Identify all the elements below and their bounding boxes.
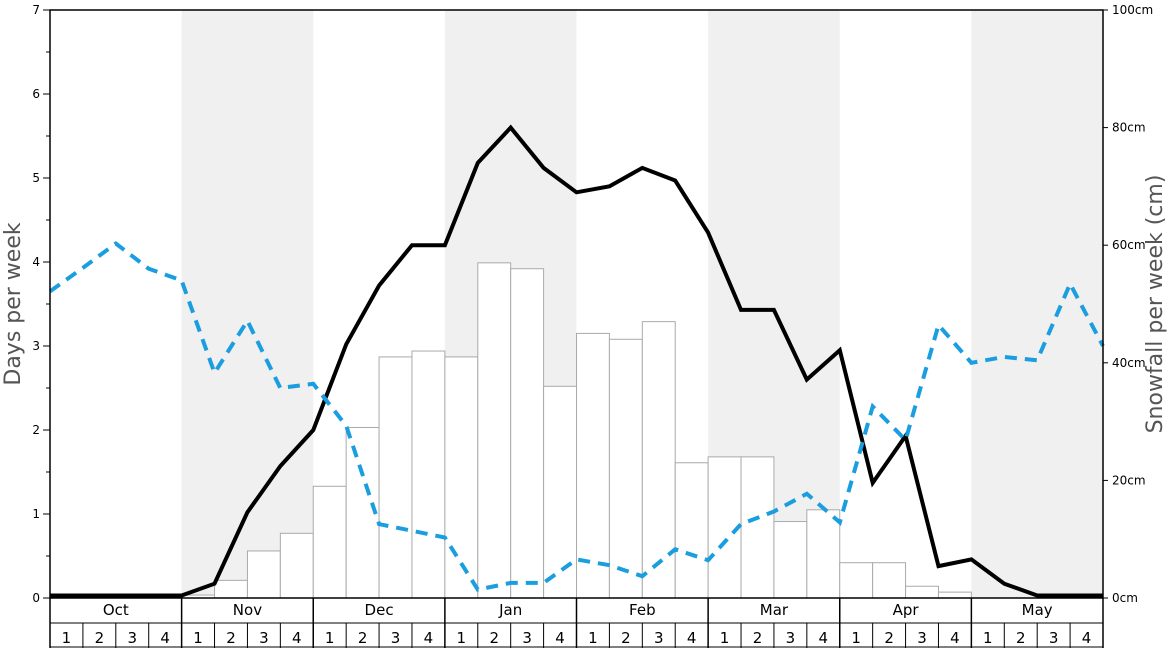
shade-may	[971, 10, 1103, 598]
month-label-nov: Nov	[233, 601, 262, 619]
snowfall-bar	[444, 356, 479, 599]
week-label: 1	[62, 629, 72, 647]
left-tick-label: 5	[32, 171, 40, 185]
right-tick-label: 80cm	[1112, 121, 1146, 135]
snowfall-bar	[246, 550, 281, 599]
month-label-feb: Feb	[629, 601, 656, 619]
data-lines	[48, 124, 1105, 598]
snowfall-bar	[773, 521, 808, 599]
week-label: 3	[259, 629, 269, 647]
week-label: 2	[1016, 629, 1026, 647]
shade-nov	[181, 10, 314, 598]
week-label: 3	[391, 629, 401, 647]
left-axis-title: Days per week	[1, 222, 26, 385]
snowfall-bar	[543, 385, 577, 599]
week-label: 1	[325, 629, 335, 647]
month-label-apr: Apr	[893, 601, 920, 619]
week-label: 1	[588, 629, 598, 647]
week-label: 1	[193, 629, 203, 647]
snowfall-bar	[411, 350, 446, 599]
snowfall-bar	[674, 462, 709, 599]
snowfall-bar	[839, 562, 874, 599]
right-tick-label: 100cm	[1112, 3, 1153, 17]
left-tick-label: 0	[32, 591, 40, 605]
left-tick-label: 1	[32, 507, 40, 521]
week-label: 1	[720, 629, 730, 647]
snowfall-bar	[740, 456, 775, 599]
month-label-may: May	[1022, 601, 1053, 619]
snowfall-bar	[872, 562, 907, 599]
week-label: 3	[654, 629, 664, 647]
week-label: 2	[753, 629, 763, 647]
week-label: 3	[917, 629, 927, 647]
snowfall-bar	[937, 591, 972, 599]
week-label: 4	[819, 629, 829, 647]
week-label: 2	[358, 629, 368, 647]
week-label: 4	[1082, 629, 1092, 647]
right-tick-label: 40cm	[1112, 356, 1146, 370]
snowfall-bar	[214, 579, 248, 599]
week-label: 4	[424, 629, 434, 647]
week-label: 3	[1049, 629, 1059, 647]
left-tick-label: 2	[32, 423, 40, 437]
snowfall-bar	[510, 268, 545, 599]
right-tick-label: 0cm	[1112, 591, 1138, 605]
week-label: 4	[687, 629, 697, 647]
solid-series-line	[50, 124, 1103, 598]
snowfall-bar	[905, 585, 939, 599]
month-axis: Oct 1 2 3 4 Nov 1 2 3 4 Dec 1 2 3 4 Jan 1 2 3 4 Feb 1 2 3 4 Mar 1 2…	[49, 598, 1104, 648]
left-axis: 0 1 2 3 4 5 6 7	[32, 3, 50, 605]
right-tick-label: 20cm	[1112, 473, 1146, 487]
week-label: 1	[457, 629, 467, 647]
month-label-jan: Jan	[498, 601, 522, 619]
week-label: 2	[884, 629, 894, 647]
snowfall-bar	[641, 321, 676, 599]
week-label: 2	[489, 629, 499, 647]
week-label: 3	[786, 629, 796, 647]
week-label: 1	[851, 629, 861, 647]
snowfall-bar	[477, 262, 512, 599]
snowfall-bars	[181, 262, 972, 599]
month-label-dec: Dec	[365, 601, 394, 619]
week-label: 3	[522, 629, 532, 647]
snowfall-bar	[378, 356, 413, 599]
week-label: 3	[127, 629, 137, 647]
right-tick-label: 60cm	[1112, 238, 1146, 252]
snowfall-bar	[279, 532, 314, 599]
week-label: 1	[983, 629, 993, 647]
week-label: 4	[292, 629, 302, 647]
left-tick-label: 4	[32, 255, 40, 269]
left-tick-label: 3	[32, 339, 40, 353]
right-axis-title: Snowfall per week (cm)	[1143, 175, 1168, 434]
snowfall-bar	[312, 485, 347, 599]
snowfall-bar	[806, 509, 841, 599]
week-label: 4	[160, 629, 170, 647]
week-label: 2	[621, 629, 631, 647]
right-axis: 0cm 20cm 40cm 60cm 80cm 100cm	[1103, 3, 1153, 605]
week-label: 2	[226, 629, 236, 647]
month-label-mar: Mar	[760, 601, 789, 619]
month-label-oct: Oct	[103, 601, 129, 619]
left-tick-label: 7	[32, 3, 40, 17]
left-tick-label: 6	[32, 87, 40, 101]
week-label: 4	[555, 629, 565, 647]
week-label: 4	[950, 629, 960, 647]
week-label: 2	[95, 629, 105, 647]
snowfall-bar	[608, 338, 643, 599]
